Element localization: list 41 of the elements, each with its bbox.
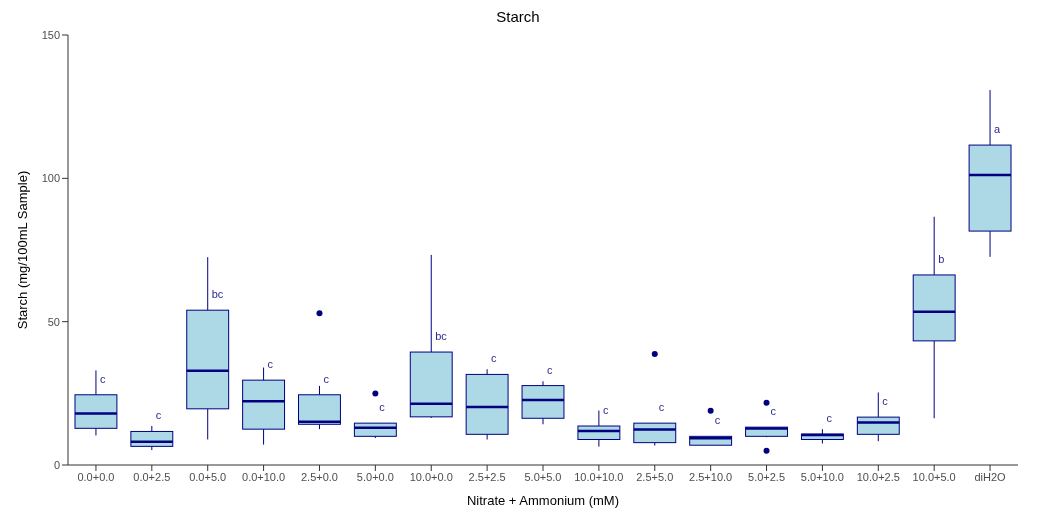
x-tick-label: 2.5+5.0 [636, 470, 674, 483]
chart-title: Starch [495, 8, 541, 25]
annotation: c [155, 409, 162, 422]
x-tick-label: 5.0+2.5 [748, 470, 786, 483]
x-tick-label: 10.0+10.0 [574, 470, 624, 483]
x-tick-label: 10.0+5.0 [912, 470, 956, 483]
annotation: c [267, 358, 274, 371]
x-tick-label: 2.5+0.0 [300, 470, 338, 483]
x-tick-label: 0.0+0.0 [77, 470, 115, 483]
x-tick-label: 2.5+2.5 [468, 470, 506, 483]
y-tick-label: 100 [41, 172, 60, 185]
y-axis-title: Starch (mg/100mL Sample) [14, 170, 30, 330]
annotation: c [491, 352, 498, 365]
annotation: bc [211, 288, 224, 301]
y-tick-label: 0 [53, 458, 60, 471]
annotation: c [826, 412, 833, 425]
x-tick-label: 10.0+2.5 [856, 470, 900, 483]
annotation: c [602, 404, 609, 417]
annotation: c [323, 372, 330, 385]
annotation: bc [435, 330, 448, 343]
x-tick-label: 0.0+5.0 [189, 470, 227, 483]
x-tick-label: 0.0+2.5 [133, 470, 171, 483]
x-tick-label: 10.0+0.0 [409, 470, 453, 483]
x-tick-label: 5.0+5.0 [524, 470, 562, 483]
annotation: c [99, 372, 106, 385]
x-axis-title: Nitrate + Ammonium (mM) [466, 493, 620, 508]
annotation: c [658, 401, 665, 414]
annotation: c [379, 401, 386, 414]
annotation: c [547, 363, 553, 376]
annotation: b [938, 252, 945, 265]
annotation: c [770, 405, 777, 418]
annotation: c [714, 414, 721, 427]
annotation: c [882, 395, 889, 408]
x-tick-label: 2.5+10.0 [689, 470, 733, 483]
y-tick-label: 150 [41, 28, 60, 41]
x-tick-label: 5.0+0.0 [356, 470, 394, 483]
x-tick-label: 0.0+10.0 [242, 470, 286, 483]
x-tick-label: diH2O [974, 470, 1007, 483]
annotation: a [994, 123, 1002, 136]
x-tick-label: 5.0+10.0 [800, 470, 844, 483]
y-tick-label: 50 [47, 315, 60, 328]
